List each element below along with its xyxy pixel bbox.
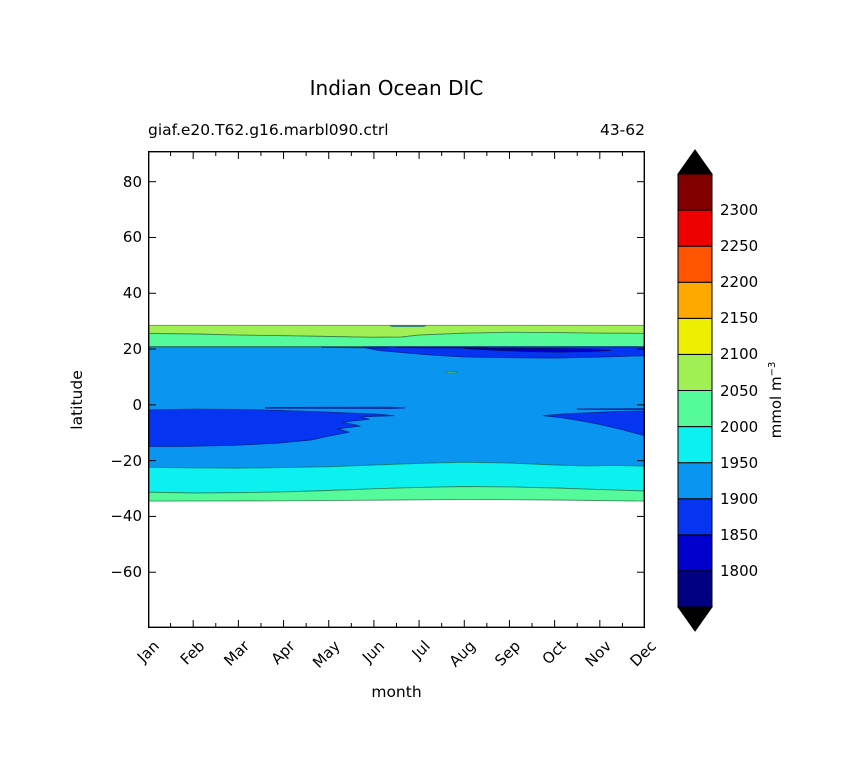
x-tick-label: Mar xyxy=(220,637,254,670)
colorbar-tick-label: 1850 xyxy=(720,525,759,544)
chart-title: Indian Ocean DIC xyxy=(309,76,484,100)
colorbar-cell xyxy=(677,317,713,355)
colorbar-cell xyxy=(677,498,713,536)
colorbar-cell xyxy=(677,426,713,464)
x-tick-label: Dec xyxy=(626,637,660,671)
colorbar-cell xyxy=(677,534,713,572)
x-tick-label: Jun xyxy=(359,637,389,667)
colorbar-tick-label: 2150 xyxy=(720,309,759,328)
colorbar xyxy=(677,149,713,632)
x-tick-label: Jan xyxy=(133,637,163,667)
subtitle-right: 43-62 xyxy=(599,121,645,139)
x-tick-label: Feb xyxy=(176,637,208,669)
colorbar-cell xyxy=(677,281,713,319)
colorbar-cell xyxy=(677,245,713,283)
colorbar-cell xyxy=(677,353,713,392)
x-tick-label: Oct xyxy=(538,637,570,669)
colorbar-tick-label: 2250 xyxy=(720,237,759,256)
y-tick-label: 60 xyxy=(122,228,142,247)
colorbar-unit-label: mmol m−3 xyxy=(767,362,785,439)
equator-speck-2000-2050 xyxy=(443,371,460,374)
east-streak-1850-1900 xyxy=(576,408,645,411)
colorbar-cell xyxy=(677,173,713,211)
north-band-2000-2050 xyxy=(148,331,645,348)
south-band-2000-2050 xyxy=(148,486,645,502)
colorbar-cell xyxy=(677,462,713,500)
north-top-dash-1950-2000 xyxy=(389,325,427,328)
x-tick-label: Sep xyxy=(491,637,525,670)
north-streak-1800-1850 xyxy=(396,346,488,349)
colorbar-tick-label: 2300 xyxy=(720,201,759,220)
y-tick-label: 80 xyxy=(122,172,142,191)
x-tick-label: Nov xyxy=(581,637,615,671)
x-axis-label: month xyxy=(371,683,422,701)
east-blob-1850-1900 xyxy=(543,410,645,437)
x-tick-label: May xyxy=(308,637,344,672)
colorbar-tick-label: 1950 xyxy=(720,453,759,472)
west-streak-1850-1900 xyxy=(265,406,406,409)
colorbar-tick-label: 2050 xyxy=(720,381,759,400)
colorbar-unit-exponent: −3 xyxy=(767,361,778,377)
colorbar-cell xyxy=(677,209,713,247)
x-tick-label: Jul xyxy=(408,637,434,663)
colorbar-extend-down-arrow xyxy=(677,606,713,632)
colorbar-tick-label: 2100 xyxy=(720,345,759,364)
subtitle-left: giaf.e20.T62.g16.marbl090.ctrl xyxy=(148,121,389,139)
y-tick-label: 20 xyxy=(122,340,142,359)
x-tick-label: Apr xyxy=(267,637,299,669)
north-streak-1850-1900 xyxy=(321,346,388,349)
contour-plot xyxy=(148,151,645,628)
y-tick-label: 0 xyxy=(132,395,142,414)
west-blob-1850-1900 xyxy=(148,408,395,447)
colorbar-extend-up-arrow xyxy=(677,149,713,175)
colorbar-tick-label: 2200 xyxy=(720,273,759,292)
colorbar-tick-label: 1900 xyxy=(720,489,759,508)
north-blob-1800-1850 xyxy=(464,347,612,353)
colorbar-tick-label: 1800 xyxy=(720,561,759,580)
y-tick-label: −60 xyxy=(110,563,142,582)
y-tick-label: 40 xyxy=(122,284,142,303)
colorbar-tick-label: 2000 xyxy=(720,417,759,436)
y-tick-label: −20 xyxy=(110,451,142,470)
colorbar-cell xyxy=(677,390,713,428)
colorbar-cell xyxy=(677,570,713,608)
y-tick-label: −40 xyxy=(110,507,142,526)
x-tick-label: Aug xyxy=(445,637,480,671)
colorbar-unit-base: mmol m xyxy=(767,376,785,439)
